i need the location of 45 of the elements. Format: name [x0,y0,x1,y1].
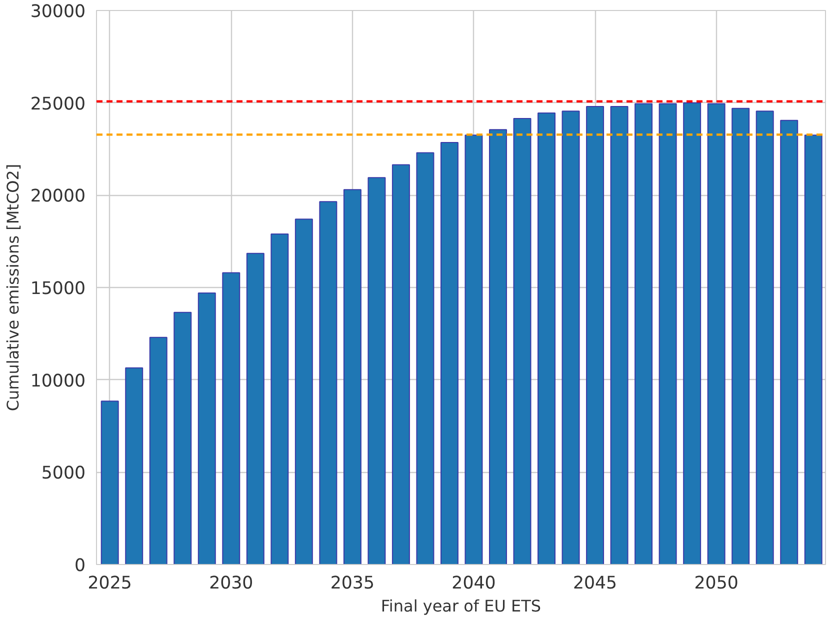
bar [780,120,798,564]
y-tick-label: 30000 [30,2,86,22]
bar [586,106,604,564]
y-tick-label: 25000 [30,94,86,114]
x-tick-label: 2025 [88,574,132,594]
y-tick-label: 20000 [30,186,86,207]
x-tick-label: 2030 [209,574,254,594]
bar [416,152,434,564]
bar [294,218,313,564]
bar [707,103,726,564]
y-tick-label: 10000 [30,371,86,392]
bar [343,189,362,564]
bar [513,118,532,564]
bar [149,336,168,564]
x-tick-label: 2050 [694,574,738,594]
y-tick-label: 15000 [30,279,86,299]
bar [610,106,628,564]
bar [125,367,144,564]
bar [732,108,750,564]
bar [246,252,264,564]
x-tick-label: 2045 [572,574,618,594]
bar [319,201,338,564]
bar [804,134,822,564]
y-axis-title: Cumulative emissions [MtCO2] [3,164,22,412]
bar [392,164,410,564]
bar [198,292,216,564]
bar [634,103,653,564]
bar [562,110,580,564]
bar [270,233,289,564]
bar [489,129,507,564]
bar [658,103,677,564]
x-tick-label: 2035 [330,574,374,594]
x-tick-label: 2040 [452,574,496,594]
bar [538,112,556,564]
bar [464,134,483,564]
bar [100,400,119,564]
bar [222,272,240,564]
y-tick-label: 5000 [41,464,86,484]
bar [368,177,386,564]
y-tick-label: 0 [74,556,86,576]
bar [756,110,774,564]
bar [683,102,702,564]
x-axis-title: Final year of EU ETS [380,596,542,616]
bar [440,142,458,564]
bar [174,312,192,564]
